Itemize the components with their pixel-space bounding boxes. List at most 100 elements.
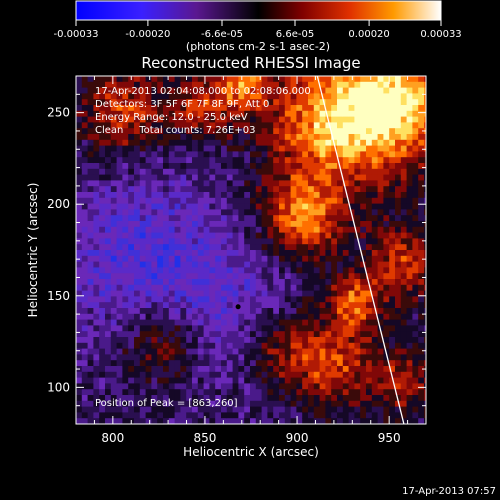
heatmap-cell: [221, 261, 228, 268]
heatmap-cell: [139, 221, 146, 228]
heatmap-cell: [209, 348, 216, 355]
heatmap-cell: [313, 209, 320, 216]
heatmap-cell: [296, 197, 303, 204]
heatmap-cell: [430, 267, 436, 273]
heatmap-cell: [128, 180, 135, 187]
heatmap-cell: [163, 354, 170, 361]
heatmap-cell: [139, 360, 146, 367]
heatmap-cell: [157, 116, 164, 123]
heatmap-cell: [418, 360, 425, 367]
heatmap-cell: [128, 348, 135, 355]
heatmap-cell: [418, 296, 425, 303]
heatmap-cell: [197, 383, 204, 390]
heatmap-cell: [180, 331, 187, 338]
heatmap-cell: [151, 348, 158, 355]
heatmap-cell: [110, 395, 117, 402]
heatmap-cell: [273, 395, 280, 402]
heatmap-cell: [180, 76, 187, 83]
heatmap-cell: [81, 331, 88, 338]
heatmap-cell: [296, 319, 303, 326]
heatmap-cell: [296, 203, 303, 210]
heatmap-cell: [197, 284, 204, 291]
heatmap-cell: [319, 302, 326, 309]
heatmap-cell: [186, 250, 193, 257]
heatmap-cell: [76, 134, 83, 141]
heatmap-cell: [244, 424, 250, 430]
heatmap-cell: [122, 418, 129, 424]
heatmap-cell: [238, 290, 245, 297]
heatmap-cell: [93, 267, 100, 274]
heatmap-cell: [99, 406, 106, 413]
heatmap-cell: [371, 221, 378, 228]
heatmap-cell: [76, 250, 83, 257]
heatmap-cell: [128, 308, 135, 315]
heatmap-cell: [180, 395, 187, 402]
heatmap-cell: [105, 186, 112, 193]
heatmap-cell: [255, 290, 262, 297]
heatmap-cell: [313, 418, 320, 424]
heatmap-cell: [348, 87, 355, 94]
heatmap-cell: [400, 151, 407, 158]
heatmap-cell: [400, 290, 407, 297]
heatmap-cell: [116, 302, 123, 309]
heatmap-cell: [244, 203, 251, 210]
heatmap-cell: [342, 180, 349, 187]
heatmap-cell: [81, 105, 88, 112]
heatmap-cell: [319, 122, 326, 129]
heatmap-cell: [319, 145, 326, 152]
heatmap-cell: [145, 232, 152, 239]
heatmap-cell: [186, 180, 193, 187]
heatmap-cell: [81, 255, 88, 262]
heatmap-cell: [279, 174, 286, 181]
heatmap-cell: [302, 406, 309, 413]
heatmap-cell: [157, 290, 164, 297]
heatmap-cell: [134, 250, 141, 257]
heatmap-cell: [192, 180, 199, 187]
heatmap-cell: [267, 186, 274, 193]
heatmap-cell: [348, 279, 355, 286]
heatmap-cell: [273, 279, 280, 286]
colorbar: -0.00033 -0.00020 -6.6e-05 6.6e-05 0.00020 0.…: [54, 0, 462, 53]
heatmap-cell: [122, 151, 129, 158]
heatmap-cell: [197, 110, 204, 117]
heatmap-cell: [221, 284, 228, 291]
heatmap-cell: [128, 168, 135, 175]
heatmap-cell: [198, 424, 204, 430]
heatmap-cell: [122, 348, 129, 355]
heatmap-cell: [331, 128, 338, 135]
heatmap-cell: [313, 221, 320, 228]
heatmap-cell: [400, 366, 407, 373]
heatmap-cell: [296, 122, 303, 129]
heatmap-cell: [412, 342, 419, 349]
heatmap-cell: [250, 406, 257, 413]
heatmap-cell: [331, 145, 338, 152]
heatmap-cell: [209, 99, 216, 106]
heatmap-cell: [302, 87, 309, 94]
heatmap-cell: [174, 174, 181, 181]
heatmap-cell: [418, 366, 425, 373]
heatmap-cell: [371, 163, 378, 170]
heatmap-cell: [116, 406, 123, 413]
heatmap-cell: [175, 424, 181, 430]
heatmap-cell: [186, 110, 193, 117]
heatmap-cell: [395, 174, 402, 181]
heatmap-cell: [238, 308, 245, 315]
heatmap-cell: [168, 255, 175, 262]
heatmap-cell: [168, 284, 175, 291]
heatmap-cell: [151, 255, 158, 262]
heatmap-cell: [383, 81, 390, 88]
heatmap-cell: [406, 168, 413, 175]
heatmap-cell: [308, 134, 315, 141]
heatmap-cell: [308, 197, 315, 204]
heatmap-cell: [197, 412, 204, 419]
heatmap-cell: [221, 87, 228, 94]
heatmap-cell: [226, 151, 233, 158]
heatmap-cell: [313, 383, 320, 390]
heatmap-cell: [139, 383, 146, 390]
heatmap-cell: [134, 157, 141, 164]
heatmap-cell: [186, 186, 193, 193]
heatmap-cell: [110, 232, 117, 239]
heatmap-cell: [76, 424, 82, 430]
heatmap-cell: [296, 360, 303, 367]
heatmap-cell: [192, 186, 199, 193]
